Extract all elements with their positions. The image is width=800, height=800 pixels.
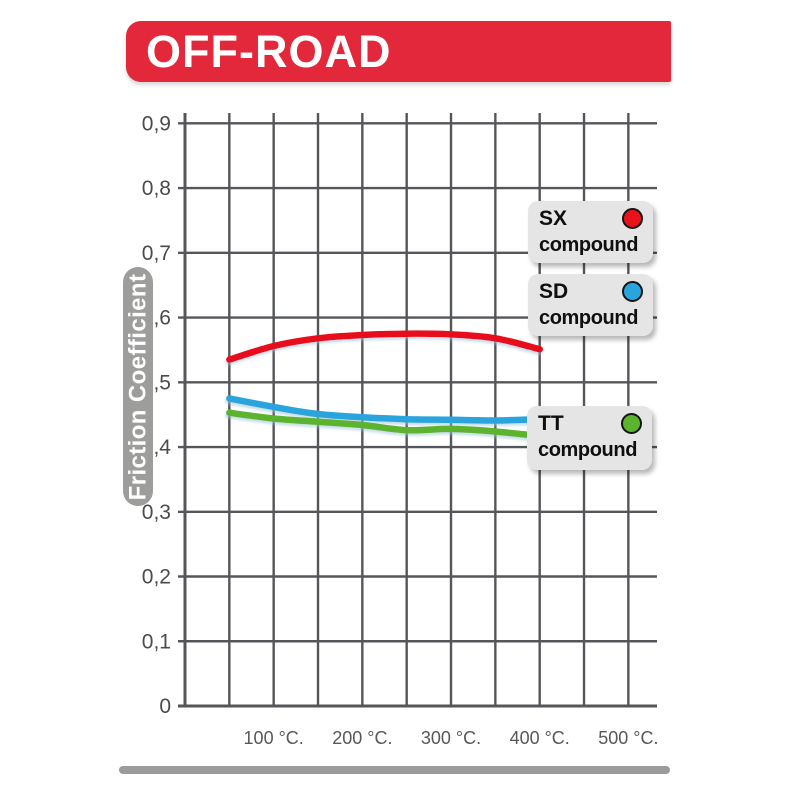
legend-sd-word: compound bbox=[539, 307, 639, 329]
x-axis-tick-label: 400 °C. bbox=[510, 728, 570, 748]
y-axis-tick-label: 0,7 bbox=[142, 242, 171, 265]
legend-box-tt: TT compound bbox=[527, 406, 652, 470]
series-line-sx bbox=[226, 330, 543, 363]
y-axis-tick-label: 0,3 bbox=[142, 501, 171, 524]
y-axis-title-badge: Friction Coefficient bbox=[123, 267, 153, 506]
y-axis-tick-label: 0,9 bbox=[142, 112, 171, 135]
legend-sd-code: SD bbox=[539, 279, 569, 303]
category-banner-label: OFF-ROAD bbox=[146, 25, 392, 77]
tt-color-dot-icon bbox=[621, 413, 642, 434]
series-line-sd bbox=[226, 395, 543, 424]
legend-tt-code: TT bbox=[538, 411, 564, 435]
x-axis-tick-label: 500 °C. bbox=[598, 728, 658, 748]
category-banner: OFF-ROAD bbox=[126, 21, 671, 82]
footer-divider-bar bbox=[119, 766, 670, 774]
y-axis-tick-label: 0,8 bbox=[142, 177, 171, 200]
legend-sx-code: SX bbox=[539, 206, 568, 230]
series-line-tt bbox=[226, 409, 543, 440]
x-axis-tick-label: 100 °C. bbox=[244, 728, 304, 748]
x-axis-tick-label: 200 °C. bbox=[332, 728, 392, 748]
sd-color-dot-icon bbox=[622, 281, 643, 302]
y-axis-title: Friction Coefficient bbox=[124, 273, 152, 500]
legend-sx-word: compound bbox=[539, 234, 639, 256]
legend-tt-word: compound bbox=[538, 439, 638, 461]
y-axis-tick-label: 0 bbox=[159, 695, 171, 718]
legend-box-sx: SX compound bbox=[528, 201, 653, 263]
legend-box-sd: SD compound bbox=[528, 274, 653, 336]
sx-color-dot-icon bbox=[622, 208, 643, 229]
y-axis-tick-label: 0,1 bbox=[142, 630, 171, 653]
y-axis-tick-label: 0,2 bbox=[142, 566, 171, 589]
x-axis-tick-label: 300 °C. bbox=[421, 728, 481, 748]
